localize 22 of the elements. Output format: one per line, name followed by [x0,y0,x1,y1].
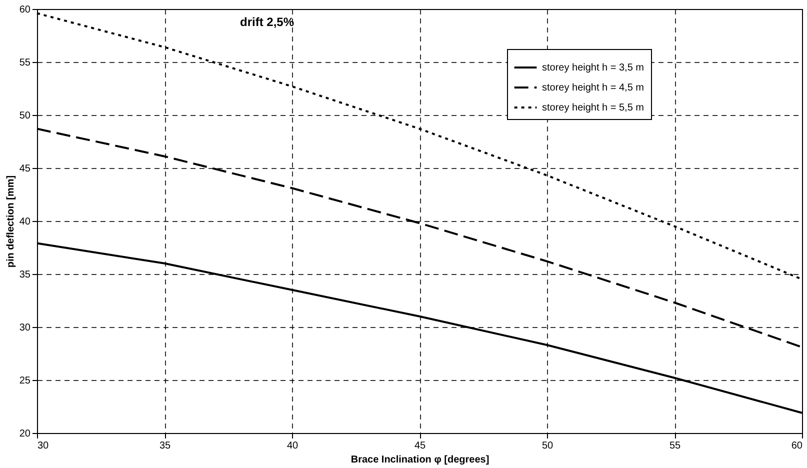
y-tick-label: 60 [19,4,31,16]
y-tick-label: 20 [19,428,31,440]
x-tick-label: 50 [542,440,554,452]
x-tick-label: 60 [791,440,803,452]
y-tick-label: 45 [19,164,31,174]
x-axis-title: Brace Inclination φ [degrees] [350,454,490,466]
legend-label: storey height h = 3,5 m [542,62,644,74]
x-tick-label: 55 [669,440,681,452]
text: drift 2,5% [240,15,294,29]
x-tick-label: 30 [38,440,50,452]
y-axis-title: pin deflection [mm] [5,175,16,268]
y-tick-label: 30 [19,322,31,334]
y-tick-label: 50 [19,110,31,122]
y-tick-label: 25 [19,376,31,386]
y-tick-label: 35 [19,270,31,280]
y-tick-label: 40 [19,216,31,228]
x-tick-label: 35 [159,440,171,452]
x-tick-label: 45 [414,440,426,452]
x-tick-label: 40 [286,440,298,452]
legend-label: storey height h = 4,5 m [542,82,644,94]
y-tick-label: 55 [19,58,31,68]
legend-label: storey height h = 5,5 m [542,102,644,114]
